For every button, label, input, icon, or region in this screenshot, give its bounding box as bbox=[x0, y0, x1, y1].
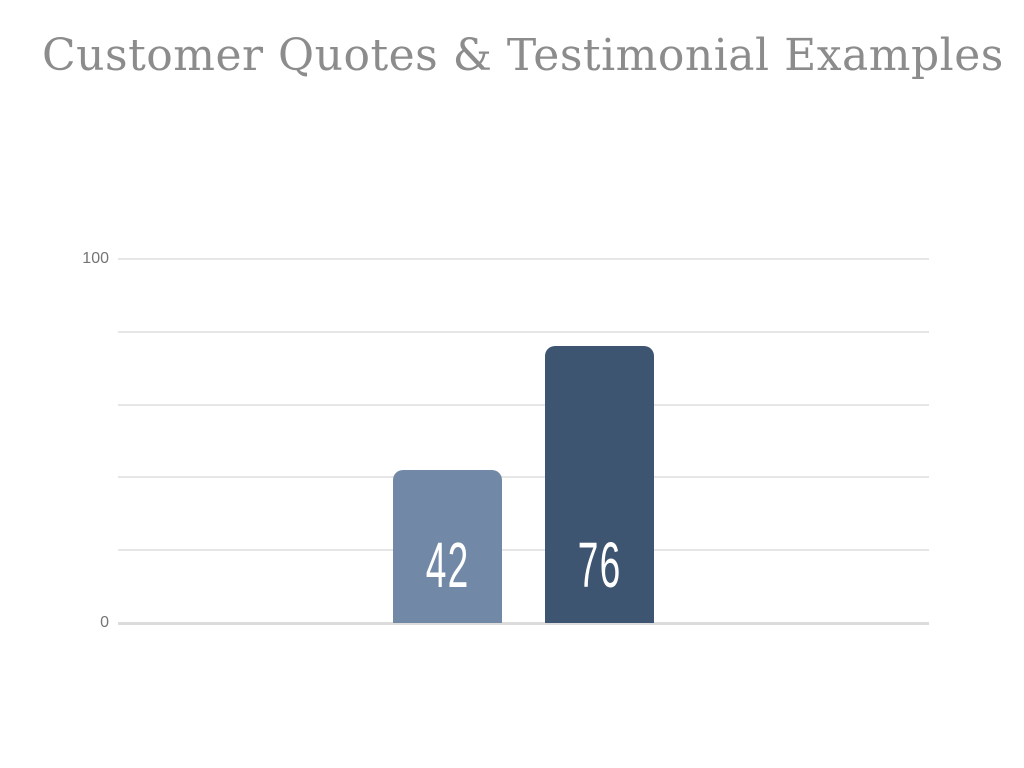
y-tick-label: 100 bbox=[82, 250, 109, 267]
bar-value-label: 42 bbox=[393, 533, 502, 597]
bar-value-digits: 42 bbox=[425, 528, 470, 601]
bar-value-digits: 76 bbox=[577, 528, 622, 601]
gridline bbox=[118, 330, 929, 333]
gridline bbox=[118, 549, 929, 552]
gridline bbox=[118, 476, 929, 479]
x-axis-baseline bbox=[118, 622, 929, 625]
bar-1[interactable]: 42 bbox=[393, 470, 502, 623]
bar-value-label: 76 bbox=[545, 533, 654, 597]
bar-2[interactable]: 76 bbox=[545, 346, 654, 623]
gridline bbox=[118, 258, 929, 260]
gridline bbox=[118, 403, 929, 406]
chart-title: Customer Quotes & Testimonial Examples bbox=[42, 30, 1004, 81]
y-tick-label: 0 bbox=[100, 614, 109, 631]
